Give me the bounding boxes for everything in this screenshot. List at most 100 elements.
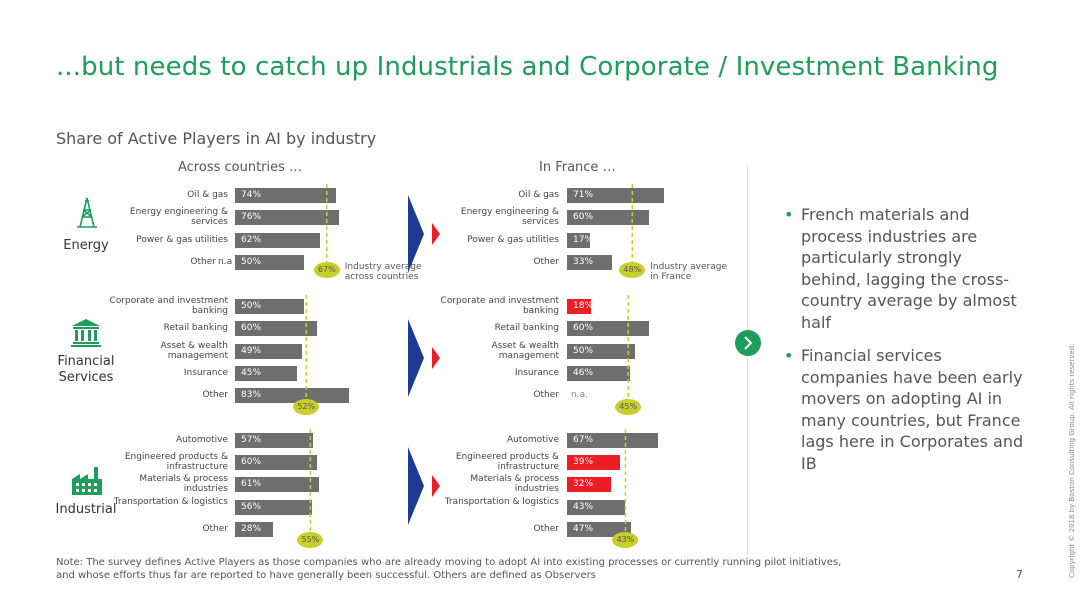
bar-highlighted [567,477,611,492]
bar-value-label: 56% [241,502,262,512]
bar [235,455,318,470]
bar [235,500,312,515]
average-badge: 67% [313,262,340,278]
footnote-line: and whose efforts thus far are reported … [56,569,596,581]
bar-value-label: 71% [573,190,594,200]
bar-value-label: 76% [241,212,262,222]
footnote-line: Note: The survey defines Active Players … [56,557,842,568]
bar [567,188,664,203]
bar [567,344,635,359]
bar-value-label: 83% [241,390,262,400]
group-label-financial-services: Financial Services [57,354,115,385]
france-marker-energy [408,195,440,273]
copyright-notice: Copyright © 2018 by Boston Consulting Gr… [1068,343,1076,578]
bar [567,255,612,270]
category-label: Transportation & logistics [444,497,559,507]
category-label: Automotive [175,435,228,445]
bullet-dot: • [784,205,794,224]
category-label: Other [533,524,559,534]
bar-value-label: 43% [573,502,594,512]
category-label: Other [533,257,559,267]
panel-title-in-france: In France … [539,160,616,175]
bar-value-label: 60% [573,212,594,222]
bar-value-label: 57% [241,435,262,445]
bar-value-label: 50% [573,346,594,356]
category-note: n.a [218,257,233,267]
chart-subtitle: Share of Active Players in AI by industr… [56,129,377,148]
bar-value-label: 33% [573,257,594,267]
bar-value-label: 60% [241,457,262,467]
bar-value-label: 50% [241,301,262,311]
category-label: Corporate and investment banking [109,296,228,316]
category-label: Materials & process industries [139,474,228,494]
panel-divider [747,165,748,555]
average-badge: 48% [619,262,646,278]
category-label: Insurance [183,368,228,378]
page-title: ...but needs to catch up Industrials and… [56,52,999,82]
missing-value-label: n.a. [571,390,588,400]
bar [235,188,337,203]
bar [235,344,303,359]
average-badge: 45% [615,399,642,415]
bar [567,210,649,225]
category-label: Transportation & logistics [113,497,228,507]
category-label: Other [202,524,228,534]
next-arrow-button[interactable] [735,330,761,356]
bar [235,255,304,270]
category-label: Engineered products & infrastructure [124,452,228,472]
category-label: Oil & gas [187,190,228,200]
bullet-dot: • [784,346,794,365]
group-label-industrial: Industrial [55,502,117,517]
factory-icon [72,467,102,495]
category-label: Asset & wealth management [160,341,229,361]
category-label: Retail banking [494,323,559,333]
bar-value-label: 62% [241,235,262,245]
average-badge: 43% [612,532,639,548]
france-marker-financial [408,319,440,397]
category-label: Corporate and investment banking [440,296,559,316]
bar-value-label: 32% [573,479,594,489]
average-badge: 52% [293,399,320,415]
bar-value-label: 60% [241,323,262,333]
bar [235,477,319,492]
page-number: 7 [1016,568,1023,581]
bar [567,433,659,448]
footnote: Note: The survey defines Active Players … [56,557,841,582]
bar-value-label: 50% [241,257,262,267]
bar [235,522,274,537]
finding-bullet: • French materials and process industrie… [784,204,1024,333]
bar-value-label: 45% [241,368,262,378]
category-label: Energy engineering & services [460,207,559,227]
bar [235,433,314,448]
oil-derrick-icon [77,197,97,228]
bar-value-label: 39% [573,457,594,467]
panel-title-across-countries: Across countries … [178,160,303,175]
group-label-energy: Energy [63,238,109,253]
average-annotation: Industry average in France [650,262,727,282]
category-label: Asset & wealth management [491,341,560,361]
bar-value-label: 28% [241,524,262,534]
bar-value-label: 60% [573,323,594,333]
bar-value-label: 61% [241,479,262,489]
bar-value-label: 17% [573,235,594,245]
bar [567,522,631,537]
average-annotation: Industry average across countries [344,262,422,282]
finding-bullet: • Financial services companies have been… [784,345,1024,474]
bar [567,500,626,515]
bar [567,366,630,381]
bar [235,321,318,336]
bar [235,210,340,225]
category-label: Automotive [506,435,559,445]
bank-building-icon [71,319,101,347]
category-label: Oil & gas [518,190,559,200]
france-marker-industrial [408,447,440,525]
chevron-right-icon [744,336,753,350]
category-label: Other [190,257,216,267]
bar [235,388,349,403]
bar [235,366,297,381]
finding-text: French materials and process industries … [801,205,1017,332]
category-label: Power & gas utilities [467,235,559,245]
category-label: Engineered products & infrastructure [455,452,559,472]
category-label: Other [533,390,559,400]
average-badge: 55% [297,532,324,548]
